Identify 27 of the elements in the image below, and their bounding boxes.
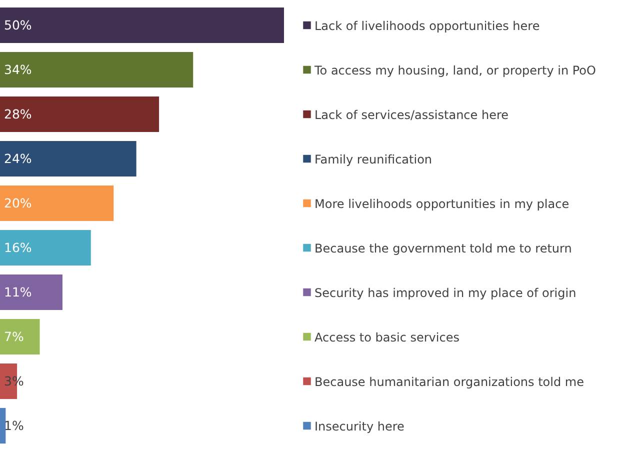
y-tick-label: Lack of services/assistance here (314, 108, 509, 122)
bar (0, 318, 40, 355)
data-label: 24% (4, 150, 32, 166)
data-label: 34% (4, 62, 32, 77)
bar (0, 140, 136, 177)
bar (0, 185, 114, 222)
data-label: 50% (4, 17, 32, 32)
y-tick-label: Because the government told me to return (314, 241, 572, 256)
y-tick-label: Security has improved in my place of origin (314, 286, 576, 300)
bar (0, 274, 62, 310)
data-label: 28% (4, 106, 32, 122)
y-tick-label: Because humanitarian organizations told me (314, 374, 584, 389)
y-tick-label: Access to basic services (314, 330, 460, 344)
y-tick-label: Family reunification (314, 152, 432, 166)
data-label: 20% (4, 195, 32, 210)
y-tick-label: More livelihoods opportunities in my place (314, 196, 570, 211)
data-label: 11% (4, 284, 32, 300)
data-label: 16% (4, 240, 32, 255)
bar (0, 52, 194, 88)
y-tick-label: Lack of livelihoods opportunities here (314, 18, 540, 33)
bar (0, 230, 91, 266)
bar (0, 96, 160, 132)
y-tick-label: Insecurity here (314, 419, 404, 434)
bar (0, 7, 284, 44)
y-tick-label: To access my housing, land, or property in PoO (314, 63, 596, 78)
bar (0, 408, 6, 444)
data-label: 7% (4, 328, 24, 344)
